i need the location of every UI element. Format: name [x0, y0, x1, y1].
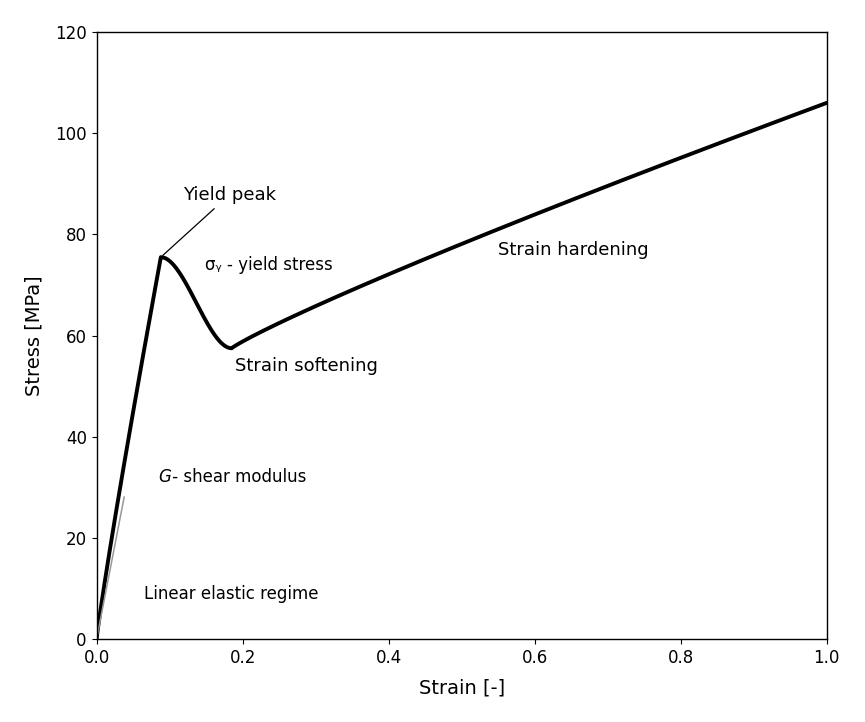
Text: - shear modulus: - shear modulus [168, 469, 307, 486]
Y-axis label: Stress [MPa]: Stress [MPa] [25, 275, 44, 396]
Text: Yield peak: Yield peak [163, 186, 276, 256]
Text: Strain softening: Strain softening [235, 357, 378, 375]
Text: σᵧ - yield stress: σᵧ - yield stress [205, 256, 332, 274]
Text: Linear elastic regime: Linear elastic regime [144, 585, 318, 603]
Text: G: G [158, 469, 171, 486]
X-axis label: Strain [-]: Strain [-] [419, 678, 505, 697]
Text: Strain hardening: Strain hardening [498, 240, 649, 258]
